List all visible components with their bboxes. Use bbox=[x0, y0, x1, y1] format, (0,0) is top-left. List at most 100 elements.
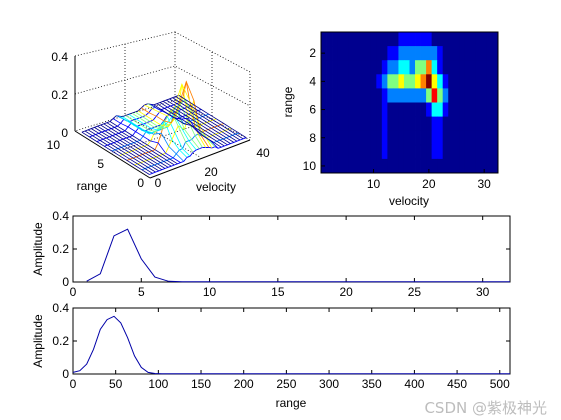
heatmap-cell bbox=[415, 46, 421, 61]
heatmap-cell bbox=[387, 74, 394, 89]
heatmap-cell bbox=[387, 46, 394, 61]
heatmap-cell bbox=[486, 158, 493, 174]
heatmap-cell bbox=[359, 130, 366, 146]
heatmap-cell bbox=[409, 102, 416, 117]
heatmap-cell bbox=[409, 130, 416, 146]
heatmap-cell bbox=[492, 144, 499, 160]
x-tick-label: 25 bbox=[408, 285, 422, 299]
heatmap-cell bbox=[326, 102, 333, 117]
heatmap-cell bbox=[343, 60, 350, 75]
heatmap-cell bbox=[365, 88, 372, 103]
heatmap-cell bbox=[381, 158, 388, 174]
heatmap-cell bbox=[398, 102, 405, 117]
surface-mesh-line bbox=[91, 128, 160, 172]
heatmap-cell bbox=[321, 144, 327, 160]
x-tick-label: 300 bbox=[319, 377, 339, 391]
heatmap-cell bbox=[321, 88, 327, 103]
heatmap-cell bbox=[398, 130, 405, 146]
heatmap-cell bbox=[437, 60, 444, 75]
heatmap-cell bbox=[370, 32, 377, 47]
heatmap-cell bbox=[420, 158, 427, 174]
heatmap-cell bbox=[431, 74, 438, 89]
heatmap-cell bbox=[398, 46, 405, 61]
heatmap-cell bbox=[492, 102, 499, 117]
heatmap-cell bbox=[475, 102, 482, 117]
heatmap-cell bbox=[475, 144, 482, 160]
heatmap-cell bbox=[376, 60, 383, 75]
heatmap-cell bbox=[387, 60, 394, 75]
heatmap-cell bbox=[415, 74, 421, 89]
heatmap-cell bbox=[448, 60, 455, 75]
heatmap-cell bbox=[359, 144, 366, 160]
x-tick-label: 0 bbox=[155, 176, 162, 190]
heatmap-cell bbox=[459, 158, 466, 174]
heatmap-cell bbox=[398, 116, 405, 132]
heatmap-cell bbox=[426, 158, 433, 174]
surface-mesh-line bbox=[178, 94, 247, 139]
heatmap-cell bbox=[337, 158, 344, 174]
surface3d-mesh bbox=[81, 80, 247, 175]
heatmap-cell bbox=[381, 32, 388, 47]
x-tick-label: 20 bbox=[204, 165, 218, 179]
heatmap-cell bbox=[442, 130, 449, 146]
x-tick-label: 0 bbox=[70, 377, 77, 391]
heatmap-cell bbox=[354, 46, 361, 61]
heatmap-cell bbox=[381, 88, 388, 103]
heatmap-cell bbox=[392, 116, 399, 132]
heatmap-cell bbox=[453, 116, 460, 132]
heatmap-cell bbox=[475, 60, 482, 75]
heatmap-cell bbox=[442, 102, 449, 117]
heatmap-cell bbox=[453, 158, 460, 174]
heatmap-cell bbox=[475, 74, 482, 89]
heatmap-cell bbox=[437, 88, 444, 103]
heatmap-cell bbox=[453, 144, 460, 160]
heatmap-cell bbox=[420, 116, 427, 132]
heatmap-cell bbox=[365, 130, 372, 146]
x-tick-label: 40 bbox=[256, 146, 270, 160]
heatmap-cell bbox=[321, 60, 327, 75]
heatmap-cell bbox=[370, 88, 377, 103]
heatmap-cell bbox=[459, 46, 466, 61]
heatmap-cell bbox=[321, 116, 327, 132]
heatmap-cell bbox=[348, 158, 355, 174]
heatmap-cell bbox=[420, 88, 427, 103]
heatmap-cell bbox=[492, 88, 499, 103]
heatmap-cell bbox=[370, 46, 377, 61]
heatmap-cell bbox=[453, 32, 460, 47]
heatmap-cell bbox=[448, 130, 455, 146]
heatmap-cell bbox=[464, 46, 471, 61]
heatmap-cell bbox=[365, 144, 372, 160]
heatmap-cell bbox=[337, 32, 344, 47]
x-tick-label: 5 bbox=[138, 285, 145, 299]
heatmap-cell bbox=[437, 46, 444, 61]
surface-mesh-line bbox=[141, 132, 239, 171]
heatmap-cell bbox=[326, 130, 333, 146]
heatmap-cell bbox=[343, 88, 350, 103]
heatmap-cell bbox=[415, 130, 421, 146]
heatmap-cell bbox=[354, 88, 361, 103]
heatmap-cell bbox=[381, 144, 388, 160]
heatmap-cell bbox=[481, 60, 488, 75]
heatmap-cell bbox=[448, 74, 455, 89]
y-tick-label: 10 bbox=[47, 138, 61, 152]
heatmap-cell bbox=[437, 102, 444, 117]
y-tick-label: 0.4 bbox=[52, 301, 69, 315]
heatmap-cell bbox=[370, 102, 377, 117]
heatmap-cell bbox=[459, 60, 466, 75]
heatmap-cell bbox=[326, 46, 333, 61]
heatmap-cell bbox=[354, 60, 361, 75]
heatmap-cell bbox=[392, 130, 399, 146]
heatmap-cell bbox=[481, 158, 488, 174]
heatmap-cell bbox=[453, 130, 460, 146]
heatmap-cell bbox=[376, 102, 383, 117]
heatmap-cell bbox=[415, 88, 421, 103]
heatmap-cell bbox=[343, 116, 350, 132]
heatmap-cell bbox=[370, 144, 377, 160]
heatmap-cell bbox=[420, 60, 427, 75]
heatmap-cell bbox=[332, 158, 338, 174]
axis-range-line bbox=[74, 130, 151, 179]
heatmap-cell bbox=[431, 102, 438, 117]
x-tick-label: 400 bbox=[404, 377, 424, 391]
heatmap-cell bbox=[370, 130, 377, 146]
